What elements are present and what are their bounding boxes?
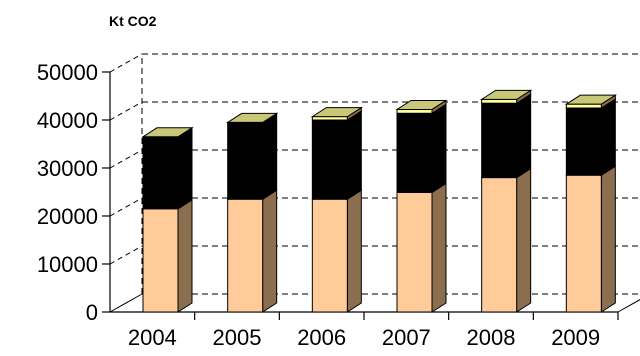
bar-segment	[481, 102, 518, 179]
gridline-diagonal	[109, 245, 143, 265]
bar-segment	[565, 103, 602, 109]
bar-top-face	[479, 89, 533, 100]
y-tick-label: 30000	[37, 156, 98, 181]
bar-segment	[565, 174, 602, 313]
bar-segment	[396, 112, 433, 193]
bar-segment	[311, 119, 348, 200]
bar-side-face	[262, 112, 278, 201]
bar-side-face	[346, 189, 362, 313]
bar-side-face	[177, 198, 193, 313]
bar-side-face	[516, 93, 532, 179]
bar-segment	[311, 116, 348, 121]
bars	[141, 89, 618, 313]
bar-side-face	[600, 165, 616, 313]
gridlines	[109, 53, 640, 313]
bar-segment	[565, 107, 602, 176]
x-axis-ticks: 2004 2005 2006 2007 2008 2009	[128, 312, 619, 350]
bar-side-face	[431, 182, 447, 313]
bar-segment	[142, 136, 179, 210]
gridline-diagonal	[109, 197, 143, 217]
bar-group-2008	[479, 89, 533, 313]
bar-side-face	[346, 110, 362, 201]
y-tick-label: 40000	[37, 108, 98, 133]
gridline-diagonal	[109, 149, 143, 169]
bar-segment	[311, 198, 348, 313]
bar-segment	[227, 121, 264, 200]
bar-segment	[481, 98, 518, 104]
bar-segment	[481, 177, 518, 313]
bar-segment	[396, 191, 433, 313]
y-tick-label: 50000	[37, 60, 98, 85]
bar-top-face	[141, 127, 194, 138]
bar-side-face	[177, 126, 193, 210]
bar-group-2007	[395, 99, 448, 313]
bar-top-face	[225, 112, 279, 123]
bar-side-face	[600, 98, 616, 177]
x-tick-label: 2006	[297, 325, 346, 350]
bar-top-face	[564, 94, 618, 105]
x-tick-label: 2008	[467, 325, 516, 350]
bar-side-face	[431, 103, 447, 194]
bar-segment	[227, 198, 264, 313]
bar-top-face	[310, 107, 364, 118]
x-tick-label: 2005	[213, 325, 262, 350]
bar-top-face	[395, 99, 448, 110]
bar-side-face	[516, 167, 532, 313]
gridline-diagonal	[109, 101, 143, 121]
y-axis-unit-label: Kt CO2	[109, 13, 157, 29]
gridline-diagonal	[109, 53, 143, 73]
bar-group-2005	[225, 112, 279, 313]
floor-right-edge	[617, 299, 640, 313]
gridline-diagonal	[109, 293, 143, 313]
bar-side-face	[262, 189, 278, 313]
y-tick-label: 10000	[37, 252, 98, 277]
y-axis-ticks: 0 10000 20000 30000 40000 50000	[37, 60, 110, 325]
bar-segment	[142, 208, 179, 313]
y-tick-label: 0	[86, 300, 98, 325]
bar-group-2009	[564, 94, 618, 313]
x-tick-label: 2009	[551, 325, 600, 350]
bar-group-2006	[310, 106, 364, 313]
y-tick-label: 20000	[37, 204, 98, 229]
x-tick-label: 2007	[382, 325, 431, 350]
bar-segment	[396, 108, 433, 114]
x-tick-label: 2004	[128, 325, 177, 350]
bar-group-2004	[141, 126, 194, 313]
